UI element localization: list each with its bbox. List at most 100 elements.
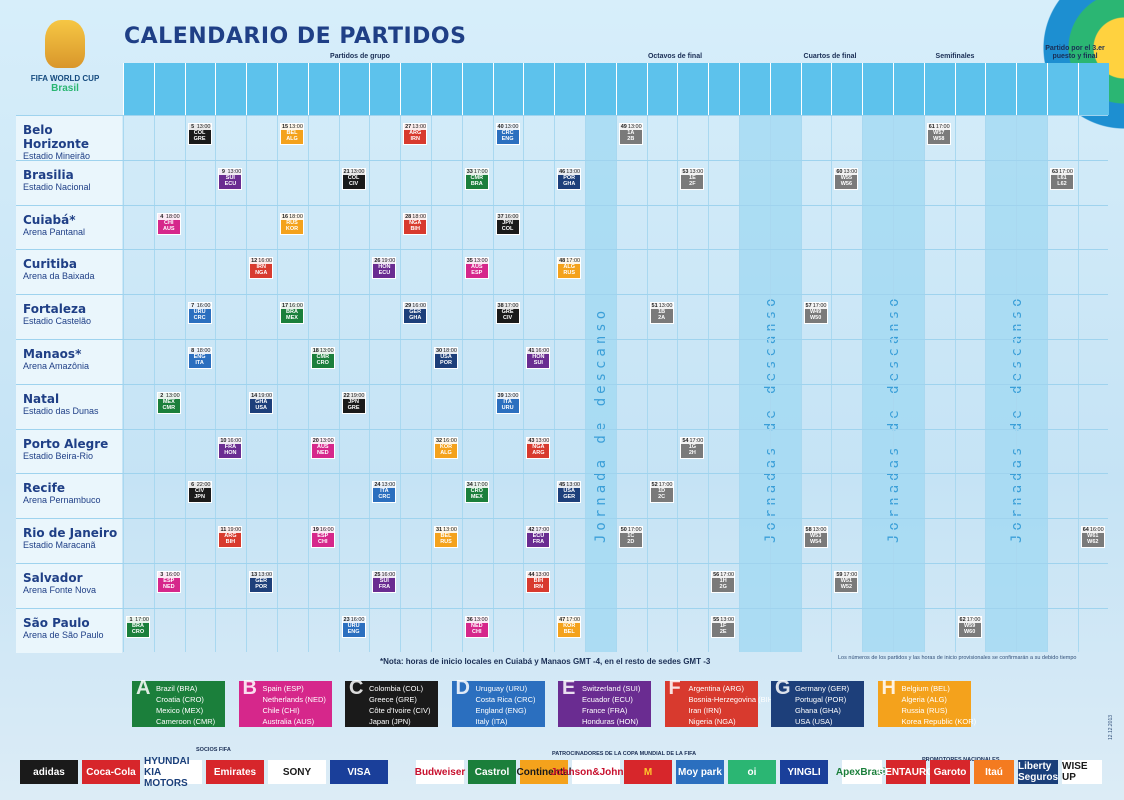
match-box[interactable]: 9 13:00 SUI ECU (218, 167, 243, 190)
match-box[interactable]: 55 13:00 1F 2E (711, 615, 736, 638)
match-box[interactable]: 24 13:00 ITA CRC (372, 481, 397, 504)
match-number: 10 (220, 437, 227, 444)
match-box[interactable]: 30 18:00 USA POR (434, 347, 458, 369)
match-box[interactable]: 13 13:00 GER POR (249, 571, 274, 593)
match-header: 43 13:00 (527, 437, 550, 444)
match-box[interactable]: 8 18:00 ENG ITA (187, 347, 212, 369)
match-time: 16:00 (227, 437, 242, 444)
match-box[interactable]: 26 19:00 HON ECU (372, 257, 397, 280)
venue-stadium: Arena Fonte Nova (23, 585, 97, 595)
match-time: 17:00 (627, 527, 642, 534)
group-team: Mexico (MEX) (156, 706, 204, 715)
match-time: 17:00 (504, 303, 519, 310)
match-box[interactable]: 40 13:00 CRC ENG (495, 123, 520, 145)
section-sf: Semifinales (935, 53, 975, 60)
match-box[interactable]: 56 17:00 1H 2G (711, 571, 736, 593)
match-box[interactable]: 25 16:00 SUI FRA (372, 571, 397, 593)
grid-column-line (708, 115, 710, 652)
date-header: Viernes4 de julio (800, 63, 832, 115)
match-box[interactable]: 44 13:00 BIH IRN (526, 571, 551, 593)
match-box[interactable]: 4 18:00 CHI AUS (156, 212, 181, 235)
match-box[interactable]: 20 13:00 AUS NED (310, 436, 335, 459)
match-box[interactable]: 37 16:00 JPN COL (495, 212, 520, 235)
match-box[interactable]: 60 13:00 W55 W56 (834, 167, 859, 190)
match-box[interactable]: 53 13:00 1E 2F (680, 167, 705, 190)
team-away: CRC (378, 494, 391, 501)
date-header: Martes24 de junio (492, 63, 524, 115)
match-box[interactable]: 50 17:00 1C 2D (618, 526, 643, 549)
match-box[interactable]: 29 16:00 GER GHA (403, 302, 428, 325)
match-box[interactable]: 42 17:00 ECU FRA (526, 526, 551, 549)
sponsor-logo: adidas (20, 760, 78, 784)
grid-column-line (646, 115, 648, 652)
match-box[interactable]: 49 13:00 1A 2B (618, 123, 643, 145)
match-box[interactable]: 16 18:00 RUS KOR (280, 212, 304, 235)
group-box: G Germany (GER) Portugal (POR) Ghana (GHA) U… (771, 678, 864, 727)
match-box[interactable]: 15 13:00 BEL ALG (280, 123, 304, 145)
grid-column-line (215, 115, 217, 652)
match-box[interactable]: 41 16:00 HON SUI (526, 347, 551, 369)
match-box[interactable]: 28 18:00 NGA BIH (403, 212, 428, 235)
group-team: Nigeria (NGA) (688, 717, 736, 726)
match-box[interactable]: 11 19:00 ARG BIH (218, 526, 243, 549)
match-box[interactable]: 10 16:00 FRA HON (218, 436, 243, 459)
match-box[interactable]: 33 17:00 CMR BRA (464, 167, 489, 190)
match-time: 13:00 (443, 527, 457, 534)
match-box[interactable]: 21 13:00 COL CIV (341, 167, 366, 190)
team-away: CHI (318, 539, 328, 546)
match-box[interactable]: 39 13:00 ITA URU (495, 391, 520, 414)
date-header: Domingo6 de julio (862, 63, 893, 115)
match-box[interactable]: 43 13:00 NGA ARG (526, 436, 551, 459)
match-number: 60 (836, 168, 843, 175)
match-box[interactable]: 51 13:00 1B 2A (649, 302, 674, 325)
match-box[interactable]: 46 13:00 POR GHA (557, 167, 582, 190)
match-box[interactable]: 36 13:00 NED CHI (464, 615, 489, 638)
venue-stadium: Arena Pernambuco (23, 495, 101, 506)
match-box[interactable]: 17 16:00 BRA MEX (280, 302, 304, 325)
match-box[interactable]: 59 17:00 W51 W52 (834, 571, 859, 593)
team-home: L61 (1057, 174, 1067, 181)
match-box[interactable]: 19 16:00 ESP CHI (310, 526, 335, 549)
match-box[interactable]: 58 13:00 W53 W54 (803, 526, 828, 549)
group-team: Algeria (ALG) (901, 695, 947, 704)
match-box[interactable]: 54 17:00 1G 2H (680, 436, 705, 459)
match-time: 13:00 (412, 124, 427, 130)
match-box[interactable]: 61 17:00 W57 W58 (926, 123, 951, 145)
match-box[interactable]: 62 17:00 W59 W60 (957, 615, 982, 638)
match-box[interactable]: 45 13:00 USA GER (557, 481, 582, 504)
date-header: Domingo22 de junio (431, 63, 462, 115)
date-header: Sábado14 de junio (184, 63, 216, 115)
team-home: ECU (532, 533, 545, 540)
match-number: 28 (405, 213, 412, 220)
match-box[interactable]: 48 17:00 ALG RUS (557, 257, 582, 280)
match-box[interactable]: 23 16:00 URU ENG (341, 615, 366, 638)
match-header: 44 13:00 (527, 572, 550, 578)
match-box[interactable]: 47 17:00 KOR BEL (557, 615, 582, 638)
match-box[interactable]: 14 19:00 GHA USA (249, 391, 274, 414)
match-time: 13:00 (473, 616, 488, 623)
match-box[interactable]: 64 16:00 W61 W62 (1080, 526, 1105, 549)
match-box[interactable]: 22 19:00 JPN GRE (341, 391, 366, 414)
match-box[interactable]: 38 17:00 GRE CIV (495, 302, 520, 325)
team-away: ITA (195, 360, 204, 366)
match-box[interactable]: 34 17:00 CRO MEX (464, 481, 489, 504)
match-box[interactable]: 2 13:00 MEX CMR (156, 391, 181, 414)
match-box[interactable]: 52 17:00 1D 2C (649, 481, 674, 504)
match-box[interactable]: 63 17:00 L61 L62 (1050, 167, 1074, 190)
match-box[interactable]: 7 16:00 URU CRC (187, 302, 212, 325)
match-box[interactable]: 27 13:00 ARG IRN (403, 123, 428, 145)
match-box[interactable]: 1 17:00 BRA CRO (126, 615, 150, 638)
match-box[interactable]: 6 22:00 CIV JPN (187, 481, 212, 504)
match-time: 17:00 (135, 616, 149, 623)
match-box[interactable]: 3 16:00 ESP NED (156, 571, 181, 593)
match-box[interactable]: 35 13:00 AUS ESP (464, 257, 489, 280)
match-box[interactable]: 31 13:00 BEL RUS (434, 526, 458, 549)
match-box[interactable]: 57 17:00 W49 W50 (803, 302, 828, 325)
date-header: Jueves3 de julio (769, 63, 801, 115)
match-box[interactable]: 18 13:00 CMR CRO (310, 347, 335, 369)
match-box[interactable]: 12 16:00 IRN NGA (249, 257, 274, 280)
match-box[interactable]: 5 13:00 COL GRE (187, 123, 212, 145)
match-time: 17:00 (935, 124, 950, 130)
match-box[interactable]: 32 16:00 KOR ALG (434, 436, 458, 459)
team-home: ARG (409, 130, 422, 136)
